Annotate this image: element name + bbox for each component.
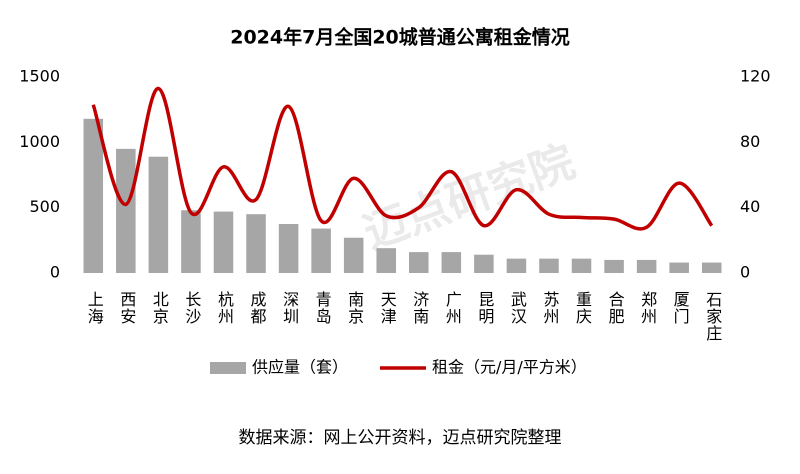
x-tick-label: 广州	[443, 291, 462, 325]
bar	[311, 228, 331, 273]
y-tick-label: 1000	[19, 132, 60, 151]
line	[91, 86, 714, 231]
x-tick-label: 上海	[85, 291, 104, 325]
bar	[571, 258, 592, 273]
legend-label: 租金（元/月/平方米）	[432, 358, 587, 377]
chart-title: 2024年7月全国20城普通公寓租金情况	[230, 26, 570, 49]
x-tick-label: 成都	[248, 291, 267, 325]
x-tick-label: 杭州	[215, 291, 234, 325]
x-tick-label: 合肥	[606, 291, 625, 325]
x-tick-label: 济南	[410, 291, 429, 325]
y2-tick-label: 80	[740, 132, 760, 151]
bar	[539, 258, 559, 273]
bar	[506, 258, 527, 273]
bar	[604, 259, 624, 273]
y-tick-label: 0	[50, 263, 60, 282]
bar	[701, 262, 722, 273]
x-tick-label: 南京	[345, 291, 364, 325]
bar	[213, 211, 234, 273]
bar	[181, 210, 201, 273]
y2-tick-label: 40	[740, 197, 760, 216]
x-tick-label: 石家庄	[703, 291, 722, 342]
y2-tick-label: 120	[740, 67, 771, 86]
source-note: 数据来源：网上公开资料，迈点研究院整理	[239, 428, 562, 448]
legend-swatch	[210, 362, 246, 374]
bar	[441, 252, 462, 273]
bar	[343, 237, 364, 273]
x-tick-label: 昆明	[475, 291, 494, 325]
legend-label: 供应量（套）	[252, 358, 348, 377]
x-tick-label: 郑州	[638, 291, 657, 325]
bar	[278, 224, 299, 273]
x-tick-label: 武汉	[508, 291, 527, 325]
bar	[409, 252, 429, 273]
x-tick-label: 苏州	[540, 291, 559, 325]
x-tick-label: 长沙	[182, 291, 201, 325]
x-tick-label: 深圳	[280, 291, 299, 325]
x-tick-label: 重庆	[573, 291, 592, 325]
bar	[148, 156, 169, 273]
x-tick-label: 厦门	[671, 291, 690, 325]
y-tick-label: 500	[29, 197, 60, 216]
bar	[83, 118, 104, 274]
bar	[116, 148, 136, 273]
x-tick-label: 北京	[150, 291, 169, 325]
x-tick-label: 天津	[378, 291, 397, 325]
y-tick-label: 1500	[19, 67, 60, 86]
x-tick-label: 青岛	[313, 291, 332, 325]
bar	[474, 254, 494, 273]
x-tick-label: 西安	[117, 291, 136, 325]
watermark: 迈点研究院	[357, 136, 581, 259]
bar	[669, 262, 689, 273]
bar	[376, 248, 396, 273]
bar	[636, 259, 657, 273]
bar	[246, 214, 266, 273]
y2-tick-label: 0	[740, 263, 750, 282]
